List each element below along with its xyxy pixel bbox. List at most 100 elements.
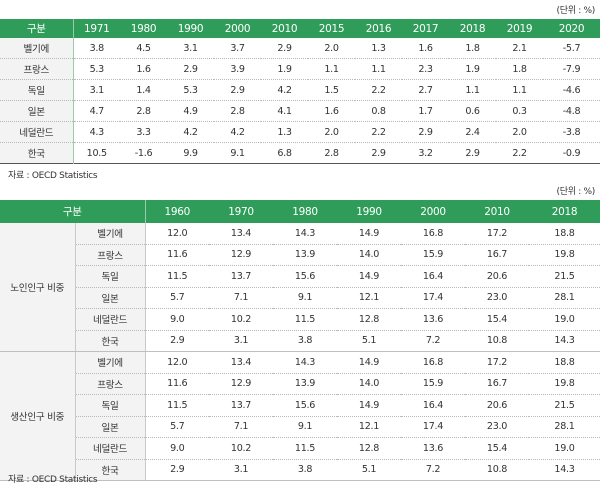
- table-cell: 21.5: [529, 394, 600, 417]
- table-cell: 4.1: [261, 100, 308, 122]
- table2-body: 노인인구 비중 벨기에 12.0 13.4 14.3 14.9 16.8 17.2 18.8 프랑…: [0, 223, 600, 481]
- table-cell: 17.2: [465, 351, 530, 374]
- table-cell: 2.3: [402, 58, 449, 80]
- table-cell: -4.8: [543, 100, 600, 122]
- table-cell: 12.1: [337, 287, 402, 309]
- table-cell: 1.1: [355, 58, 402, 80]
- country-label: 벨기에: [75, 351, 146, 374]
- table-cell: 2.9: [214, 79, 261, 101]
- table-cell: 3.1: [167, 38, 214, 59]
- table-cell: 1.1: [496, 79, 543, 101]
- table-cell: 2.9: [402, 121, 449, 143]
- table-cell: 14.3: [273, 223, 338, 245]
- table-cell: 13.4: [209, 223, 274, 245]
- table-cell: 19.0: [529, 437, 600, 460]
- table-cell: -5.7: [543, 38, 600, 59]
- table-cell: 2.0: [496, 121, 543, 143]
- table1-header-year: 2019: [496, 19, 543, 38]
- table-cell: 3.2: [418, 147, 433, 159]
- table-cell: 12.0: [145, 223, 210, 245]
- table2-header-year: 1960: [145, 200, 210, 223]
- table-cell: 1.1: [449, 79, 496, 101]
- table-cell: 13.6: [401, 308, 466, 331]
- table-cell: 1.9: [449, 58, 496, 80]
- table-cell: 19.8: [529, 373, 600, 395]
- table-cell: 0.3: [496, 100, 543, 122]
- table-cell: 14.0: [337, 244, 402, 266]
- table-cell: 3.1: [209, 459, 274, 481]
- table-cell: 14.9: [337, 223, 402, 245]
- table-cell: 16.8: [401, 223, 466, 245]
- table-cell: 15.4: [465, 308, 530, 331]
- table-cell: 4.2: [261, 79, 308, 101]
- table-cell: 4.7: [73, 100, 120, 122]
- table-cell: 2.7: [402, 79, 449, 101]
- table-row: 독일 11.5 13.7 15.6 14.9 16.4 20.6 21.5: [0, 394, 600, 417]
- table-cell: 3.1: [73, 79, 120, 101]
- table-cell: 1.4: [120, 79, 167, 101]
- table-cell: -7.9: [543, 58, 600, 80]
- table-cell: -4.6: [543, 79, 600, 101]
- table-cell: 7.1: [209, 287, 274, 309]
- table2-header-label: 구분: [0, 200, 146, 223]
- table2-header-year: 1970: [209, 200, 274, 223]
- table-cell: 1.8: [449, 38, 496, 59]
- table-row: 한국 10.5 -1.6 9.9 9.1 6.8 2.8 2.9 3.2 2.9 2.2 -0.9: [0, 142, 600, 164]
- table-cell: 2.0: [308, 121, 355, 143]
- table-cell: 7.2: [401, 330, 466, 352]
- table-cell: 17.4: [401, 287, 466, 309]
- table-cell: -3.8: [543, 121, 600, 143]
- table1-header-year: 1980: [120, 19, 167, 38]
- table-cell: 2.9: [145, 459, 210, 481]
- table-row: 프랑스 11.6 12.9 13.9 14.0 15.9 16.7 19.8: [0, 244, 600, 266]
- table-cell: 1.5: [308, 79, 355, 101]
- table1-header-year: 2020: [543, 19, 600, 38]
- table-cell: 7.1: [209, 416, 274, 438]
- table-cell: 11.5: [273, 308, 338, 331]
- table-cell: 14.9: [337, 351, 402, 374]
- table1-header-year: 1990: [167, 19, 214, 38]
- table-cell: 16.4: [401, 265, 466, 288]
- table-row: 네덜란드 9.0 10.2 11.5 12.8 13.6 15.4 19.0: [0, 437, 600, 460]
- table-cell: 17.2: [465, 223, 530, 245]
- table-cell: -0.9: [562, 147, 581, 159]
- table-cell: 5.7: [145, 416, 210, 438]
- table-cell: 19.0: [529, 308, 600, 331]
- country-label: 네덜란드: [75, 308, 146, 331]
- group-label: 생산인구 비중: [0, 351, 76, 481]
- table-cell: 10.5: [86, 147, 107, 159]
- table1-header-year: 2016: [355, 19, 402, 38]
- table-cell: 7.2: [401, 459, 466, 481]
- table-cell: 2.2: [355, 79, 402, 101]
- table-cell: 18.8: [529, 351, 600, 374]
- table-cell: 11.5: [145, 394, 210, 417]
- table-cell: 9.9: [183, 147, 198, 159]
- table-cell: 23.0: [465, 287, 530, 309]
- table1-header-year: 1971: [73, 19, 120, 38]
- table-cell: 1.6: [308, 100, 355, 122]
- table-cell: 14.3: [273, 351, 338, 374]
- table-cell: 10.8: [465, 459, 530, 481]
- table-cell: 12.1: [337, 416, 402, 438]
- table-cell: 1.6: [402, 38, 449, 59]
- table-cell: 17.4: [401, 416, 466, 438]
- table-cell: 13.6: [401, 437, 466, 460]
- table-cell: 9.0: [145, 308, 210, 331]
- table1-header-year: 2010: [261, 19, 308, 38]
- country-label: 벨기에: [75, 223, 146, 245]
- table1-source: 자료 : OECD Statistics: [8, 171, 98, 181]
- table-cell: 28.1: [529, 416, 600, 438]
- table-cell: 28.1: [529, 287, 600, 309]
- table-cell: 12.9: [209, 244, 274, 266]
- table-cell: 4.3: [73, 121, 120, 143]
- table-cell: 11.6: [145, 244, 210, 266]
- country-label: 일본: [0, 100, 74, 122]
- table-cell: 9.1: [230, 147, 245, 159]
- table1-header-year: 2018: [449, 19, 496, 38]
- table-cell: 1.6: [120, 58, 167, 80]
- table-cell: 2.9: [167, 58, 214, 80]
- table-cell: 3.9: [214, 58, 261, 80]
- table-cell: 5.3: [73, 58, 120, 80]
- table-cell: 16.7: [465, 373, 530, 395]
- table-cell: 11.5: [273, 437, 338, 460]
